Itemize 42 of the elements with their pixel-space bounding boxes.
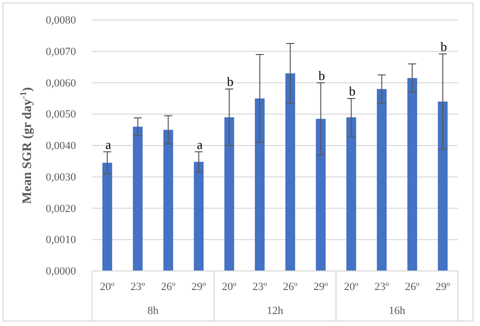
x-tick-label: 29º xyxy=(436,281,451,293)
y-tick-label: 0,0020 xyxy=(46,202,76,215)
x-tick-label: 29º xyxy=(314,281,329,293)
bar xyxy=(376,89,387,271)
text: 8h xyxy=(148,305,159,317)
y-tick-label: 0,0060 xyxy=(46,77,76,90)
y-tick-label: 0,0080 xyxy=(46,14,76,27)
annotation: a xyxy=(105,136,112,152)
annotation: b xyxy=(227,74,234,90)
bar xyxy=(407,78,418,271)
bar xyxy=(316,118,326,271)
bar xyxy=(438,102,448,271)
bar xyxy=(285,73,296,271)
bar xyxy=(102,162,112,271)
text: 12h xyxy=(266,305,284,317)
x-tick-label: 26º xyxy=(283,281,298,293)
x-tick-label: 23º xyxy=(130,281,146,293)
x-tick-label: 23º xyxy=(374,281,390,293)
bar xyxy=(163,130,174,271)
y-tick-label: 0,0030 xyxy=(46,171,76,184)
x-tick-label: 23º xyxy=(252,281,268,293)
x-tick-label: 26º xyxy=(405,281,420,293)
annotation: b xyxy=(349,83,356,98)
y-tick-label: 0,0000 xyxy=(46,266,76,278)
bar xyxy=(346,117,356,271)
y-tick-label: 0,0010 xyxy=(46,234,76,246)
x-tick-label: 20º xyxy=(222,281,238,293)
y-tick-label: 0,0040 xyxy=(46,140,76,152)
annotation: a xyxy=(196,136,203,152)
text: 16h xyxy=(388,305,406,317)
y-tick-label: 0,0070 xyxy=(46,46,76,58)
y-tick-label: 0,0050 xyxy=(46,108,76,121)
x-tick-label: 26º xyxy=(161,281,176,293)
bar xyxy=(194,162,204,271)
x-tick-label: 29º xyxy=(192,281,207,293)
bar xyxy=(132,126,143,271)
annotation: b xyxy=(318,68,325,83)
bar xyxy=(224,117,234,271)
bar xyxy=(254,98,265,271)
x-tick-label: 20º xyxy=(100,281,116,293)
x-tick-label: 20º xyxy=(344,281,360,293)
annotation: b xyxy=(440,38,447,54)
